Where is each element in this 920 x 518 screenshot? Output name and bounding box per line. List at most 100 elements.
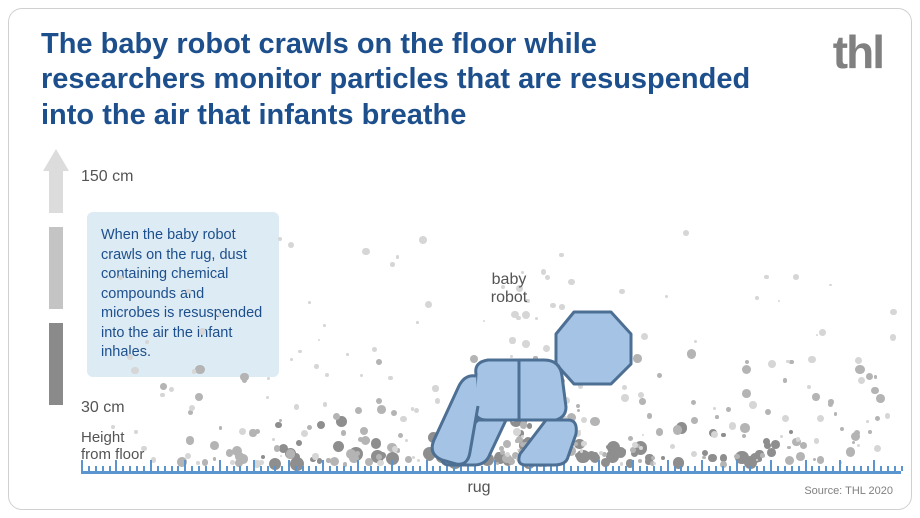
particle — [691, 400, 696, 405]
particle — [392, 446, 398, 452]
particle — [778, 300, 780, 302]
particle — [656, 428, 663, 435]
main-title: The baby robot crawls on the floor while… — [41, 27, 761, 133]
particle — [857, 444, 860, 447]
particle — [817, 415, 824, 422]
particle — [288, 242, 294, 248]
particle — [694, 340, 697, 343]
particle — [749, 401, 757, 409]
particle — [874, 445, 881, 452]
particle — [783, 378, 788, 383]
particle — [405, 439, 408, 442]
particle — [145, 340, 149, 344]
particle — [275, 422, 281, 428]
particle — [819, 329, 826, 336]
particle — [377, 405, 386, 414]
particle — [219, 426, 223, 430]
particle — [711, 431, 718, 438]
particle — [793, 274, 799, 280]
particle — [834, 412, 838, 416]
particle — [742, 434, 746, 438]
particle — [118, 275, 123, 280]
particle — [272, 438, 275, 441]
particle — [199, 328, 206, 335]
particle — [240, 373, 249, 382]
particle — [871, 387, 878, 394]
particle — [866, 420, 869, 423]
baby-robot-icon — [416, 302, 636, 467]
rug-label: rug — [449, 479, 509, 497]
particle — [341, 430, 347, 436]
particle — [127, 354, 133, 360]
particle — [715, 415, 719, 419]
particle — [249, 429, 256, 436]
particle — [301, 430, 309, 438]
particle — [210, 441, 219, 450]
particle — [665, 295, 668, 298]
particle — [639, 446, 643, 450]
particle — [657, 373, 662, 378]
scene — [81, 159, 901, 479]
particle — [866, 373, 873, 380]
particle — [169, 387, 174, 392]
particle — [195, 393, 203, 401]
particle — [885, 413, 891, 419]
particle — [568, 279, 574, 285]
particle — [876, 394, 885, 403]
particle — [683, 230, 689, 236]
particle — [767, 448, 776, 457]
particle — [745, 360, 749, 364]
particle — [713, 407, 716, 410]
particle — [780, 435, 784, 439]
particle — [890, 334, 897, 341]
particle — [740, 423, 750, 433]
particle — [215, 277, 217, 279]
particle — [398, 433, 403, 438]
particle — [294, 404, 300, 410]
particle — [218, 313, 222, 317]
particle — [346, 353, 349, 356]
particle — [355, 451, 360, 456]
particle — [317, 421, 326, 430]
source-credit: Source: THL 2020 — [804, 485, 893, 497]
thl-logo: thl — [833, 25, 883, 79]
particle — [318, 339, 320, 341]
particle — [670, 444, 675, 449]
particle — [721, 433, 726, 438]
particle — [816, 334, 818, 336]
particle — [764, 442, 771, 449]
particle — [323, 324, 326, 327]
particle — [808, 356, 815, 363]
infographic-card: The baby robot crawls on the floor while… — [8, 8, 912, 510]
particle — [755, 296, 759, 300]
particle — [647, 413, 653, 419]
particle — [840, 427, 844, 431]
particle — [782, 415, 789, 422]
particle — [687, 349, 696, 358]
particle — [111, 425, 115, 429]
particle — [771, 440, 780, 449]
arrow-head-icon — [43, 149, 69, 171]
particle — [796, 437, 800, 441]
particle — [307, 425, 312, 430]
particle — [641, 333, 648, 340]
particle — [141, 446, 146, 451]
particle — [768, 360, 776, 368]
particle — [308, 301, 311, 304]
particle — [266, 396, 269, 399]
particle — [642, 434, 644, 436]
particle — [807, 385, 812, 390]
particle — [355, 407, 362, 414]
particle — [729, 422, 736, 429]
particle — [691, 417, 698, 424]
particle — [160, 383, 167, 390]
particle — [786, 360, 790, 364]
particle — [160, 393, 165, 398]
particle — [760, 453, 765, 458]
particle — [325, 373, 329, 377]
particle — [314, 364, 319, 369]
particle — [691, 451, 697, 457]
particle — [619, 289, 625, 295]
particle — [789, 430, 793, 434]
particle — [829, 284, 832, 287]
